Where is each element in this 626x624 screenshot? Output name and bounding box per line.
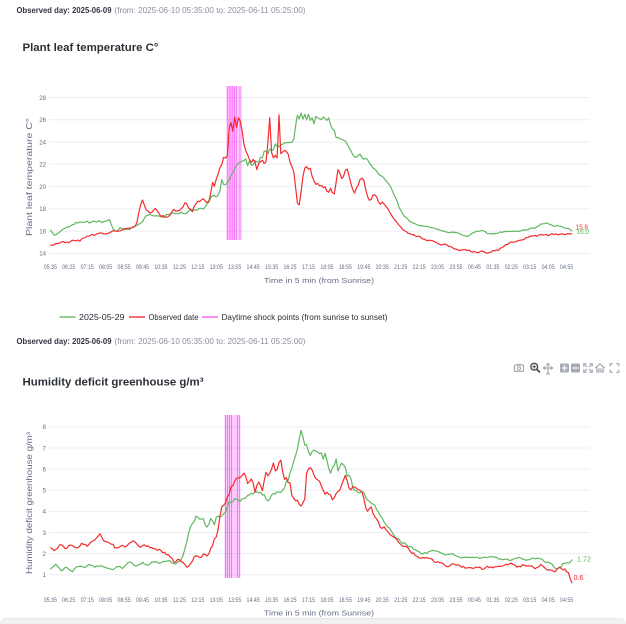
svg-text:07:15: 07:15 [81,597,95,604]
svg-text:14:45: 14:45 [247,597,261,604]
svg-text:08:05: 08:05 [99,264,113,271]
svg-text:00:45: 00:45 [468,597,482,604]
svg-text:19:45: 19:45 [357,597,371,604]
svg-text:5: 5 [43,488,47,495]
svg-text:(from: 2025-06-10 05:35:00 to:: (from: 2025-06-10 05:35:00 to: 2025-06-1… [115,337,306,346]
svg-text:Time in 5 min (from Sunrise): Time in 5 min (from Sunrise) [264,609,375,618]
svg-text:15.8: 15.8 [576,225,589,232]
svg-text:13:55: 13:55 [228,597,242,604]
svg-text:04:55: 04:55 [560,597,574,604]
svg-text:2025-05-29: 2025-05-29 [79,313,125,322]
svg-text:Observed day: 2025-06-09: Observed day: 2025-06-09 [17,6,113,15]
svg-text:Observed day: 2025-06-09: Observed day: 2025-06-09 [17,337,113,346]
svg-text:0.6: 0.6 [574,575,584,582]
svg-text:15:35: 15:35 [265,264,279,271]
svg-text:Humidity deficit greenhouse g/: Humidity deficit greenhouse g/m³ [25,432,34,574]
svg-text:23:55: 23:55 [449,264,463,271]
svg-text:01:35: 01:35 [486,597,500,604]
svg-text:(from: 2025-06-10 05:35:00 to:: (from: 2025-06-10 05:35:00 to: 2025-06-1… [115,6,306,15]
svg-text:20: 20 [39,184,46,191]
svg-text:Observed date: Observed date [149,313,199,322]
svg-text:21:25: 21:25 [394,597,408,604]
svg-text:08:55: 08:55 [118,597,132,604]
svg-text:1.72: 1.72 [577,557,591,564]
svg-text:10:35: 10:35 [154,597,168,604]
svg-text:8: 8 [43,424,47,431]
svg-text:01:35: 01:35 [486,264,500,271]
svg-text:16: 16 [39,228,46,235]
svg-text:04:05: 04:05 [542,597,556,604]
svg-text:3: 3 [43,530,47,537]
svg-text:11:25: 11:25 [173,264,187,271]
svg-text:13:55: 13:55 [228,264,242,271]
svg-text:22:15: 22:15 [413,264,427,271]
svg-text:20:35: 20:35 [376,264,390,271]
svg-text:2: 2 [43,551,47,558]
svg-text:18: 18 [39,206,46,213]
svg-text:14: 14 [39,251,46,258]
svg-text:17:15: 17:15 [302,264,316,271]
svg-text:Daytime shock points (from sun: Daytime shock points (from sunrise to su… [222,313,388,322]
svg-text:Plant leaf temperature C°: Plant leaf temperature C° [23,42,159,54]
svg-text:26: 26 [39,117,46,124]
svg-text:08:55: 08:55 [118,264,132,271]
svg-text:03:15: 03:15 [523,264,537,271]
svg-text:Plant leaf temperature C°: Plant leaf temperature C° [25,118,34,236]
svg-text:21:25: 21:25 [394,264,408,271]
svg-text:18:55: 18:55 [339,597,353,604]
svg-text:06:25: 06:25 [62,597,76,604]
svg-text:20:35: 20:35 [376,597,390,604]
svg-text:15:35: 15:35 [265,597,279,604]
svg-text:23:55: 23:55 [449,597,463,604]
svg-text:12:15: 12:15 [191,264,205,271]
svg-text:6: 6 [43,467,47,474]
svg-text:02:25: 02:25 [505,264,519,271]
svg-text:Time in 5 min (from Sunrise): Time in 5 min (from Sunrise) [264,276,375,285]
svg-text:04:05: 04:05 [542,264,556,271]
svg-text:23:05: 23:05 [431,264,445,271]
svg-text:18:55: 18:55 [339,264,353,271]
svg-text:22:15: 22:15 [413,597,427,604]
svg-text:17:15: 17:15 [302,597,316,604]
svg-text:13:05: 13:05 [210,264,224,271]
svg-text:24: 24 [39,139,46,146]
svg-text:11:25: 11:25 [173,597,187,604]
svg-text:16:25: 16:25 [283,264,297,271]
svg-text:4: 4 [43,509,47,516]
svg-text:13:05: 13:05 [210,597,224,604]
svg-text:10:35: 10:35 [154,264,168,271]
svg-text:05:35: 05:35 [44,264,58,271]
svg-text:23:05: 23:05 [431,597,445,604]
svg-text:Humidity deficit greenhouse g/: Humidity deficit greenhouse g/m³ [23,377,204,389]
svg-text:04:55: 04:55 [560,264,574,271]
svg-text:06:25: 06:25 [62,264,76,271]
svg-text:00:45: 00:45 [468,264,482,271]
svg-text:16.0: 16.0 [577,229,590,236]
svg-text:14:45: 14:45 [247,264,261,271]
svg-text:02:25: 02:25 [505,597,519,604]
svg-text:03:15: 03:15 [523,597,537,604]
svg-text:18:05: 18:05 [320,264,334,271]
svg-text:28: 28 [39,95,46,102]
svg-text:09:45: 09:45 [136,597,150,604]
svg-text:08:05: 08:05 [99,597,113,604]
svg-text:16:25: 16:25 [283,597,297,604]
svg-text:1: 1 [43,572,47,579]
svg-text:7: 7 [43,445,47,452]
svg-text:19:45: 19:45 [357,264,371,271]
svg-text:05:35: 05:35 [44,597,58,604]
svg-text:07:15: 07:15 [81,264,95,271]
svg-text:18:05: 18:05 [320,597,334,604]
svg-text:22: 22 [39,162,46,169]
svg-text:12:15: 12:15 [191,597,205,604]
svg-text:09:45: 09:45 [136,264,150,271]
